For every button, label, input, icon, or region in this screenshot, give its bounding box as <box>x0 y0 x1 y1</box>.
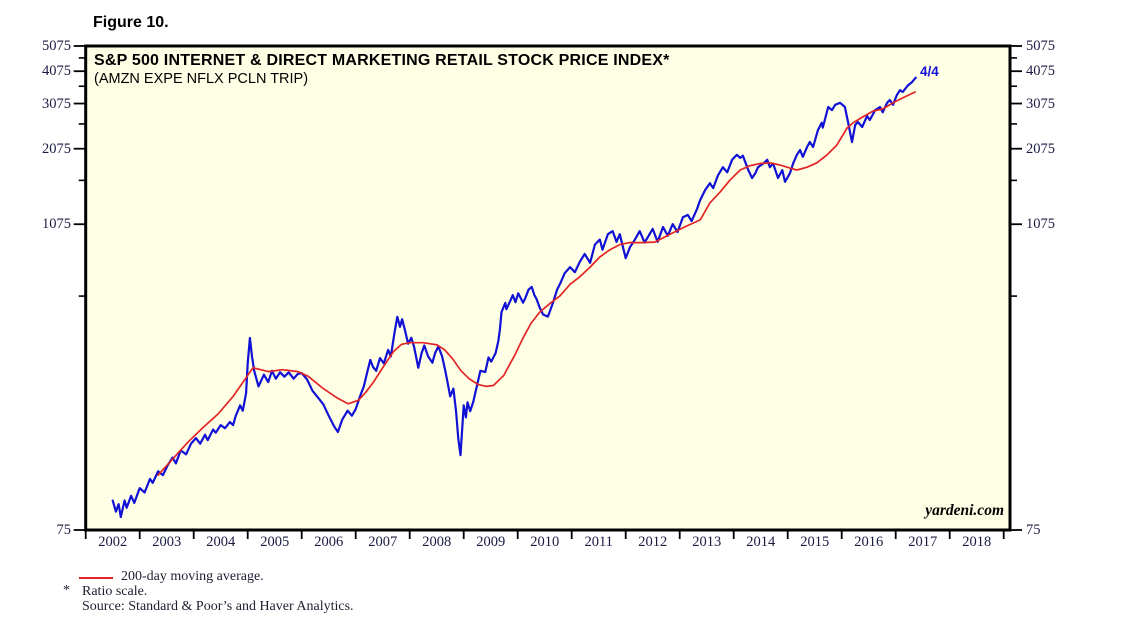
y-axis-label: 4075 <box>1026 63 1055 80</box>
y-axis-label: 5075 <box>1026 38 1055 54</box>
y-axis-label: 2075 <box>1026 140 1055 157</box>
y-axis-label: 4075 <box>42 63 71 80</box>
x-axis-year-label: 2009 <box>476 534 506 550</box>
x-axis-year-label: 2016 <box>854 534 884 550</box>
x-axis-year-label: 2013 <box>692 534 722 550</box>
y-axis-label: 2075 <box>42 140 71 157</box>
y-axis-label: 75 <box>56 522 72 538</box>
footnote-asterisk: * <box>63 583 70 598</box>
figure-label: Figure 10. <box>93 14 169 31</box>
x-axis-year-label: 2004 <box>206 534 236 550</box>
y-axis-label: 3075 <box>1026 95 1055 112</box>
chart-title: S&P 500 INTERNET & DIRECT MARKETING RETA… <box>94 52 670 69</box>
x-axis-year-label: 2007 <box>368 534 398 550</box>
y-axis-label: 1075 <box>1026 216 1055 233</box>
x-axis-year-label: 2014 <box>746 534 776 550</box>
index-price-line <box>111 76 917 519</box>
x-axis-year-label: 2012 <box>638 534 668 550</box>
footnote-ratio-scale: Ratio scale. <box>82 584 148 599</box>
y-axis-label: 5075 <box>42 38 71 54</box>
y-axis-label: 75 <box>1026 522 1041 538</box>
footnote-source: Source: Standard & Poor’s and Haver Anal… <box>82 599 354 614</box>
x-axis-year-label: 2010 <box>530 534 560 550</box>
legend-ma-line-swatch <box>79 577 113 579</box>
yardeni-watermark: yardeni.com <box>925 502 1004 519</box>
chart-subtitle: (AMZN EXPE NFLX PCLN TRIP) <box>94 71 309 87</box>
x-axis-year-label: 2011 <box>584 534 613 550</box>
x-axis-year-label: 2002 <box>98 534 128 550</box>
legend-ma-label: 200-day moving average. <box>121 569 264 584</box>
x-axis-year-label: 2006 <box>314 534 344 550</box>
x-axis-year-label: 2005 <box>260 534 290 550</box>
y-axis-label: 1075 <box>42 216 71 233</box>
x-axis-year-label: 2017 <box>908 534 938 550</box>
y-axis-label: 3075 <box>42 95 71 112</box>
moving-average-line <box>157 91 916 476</box>
latest-date-label: 4/4 <box>920 64 939 79</box>
x-axis-year-label: 2003 <box>152 534 182 550</box>
x-axis-year-label: 2008 <box>422 534 452 550</box>
x-axis-year-label: 2015 <box>800 534 830 550</box>
x-axis-year-label: 2018 <box>962 534 992 550</box>
